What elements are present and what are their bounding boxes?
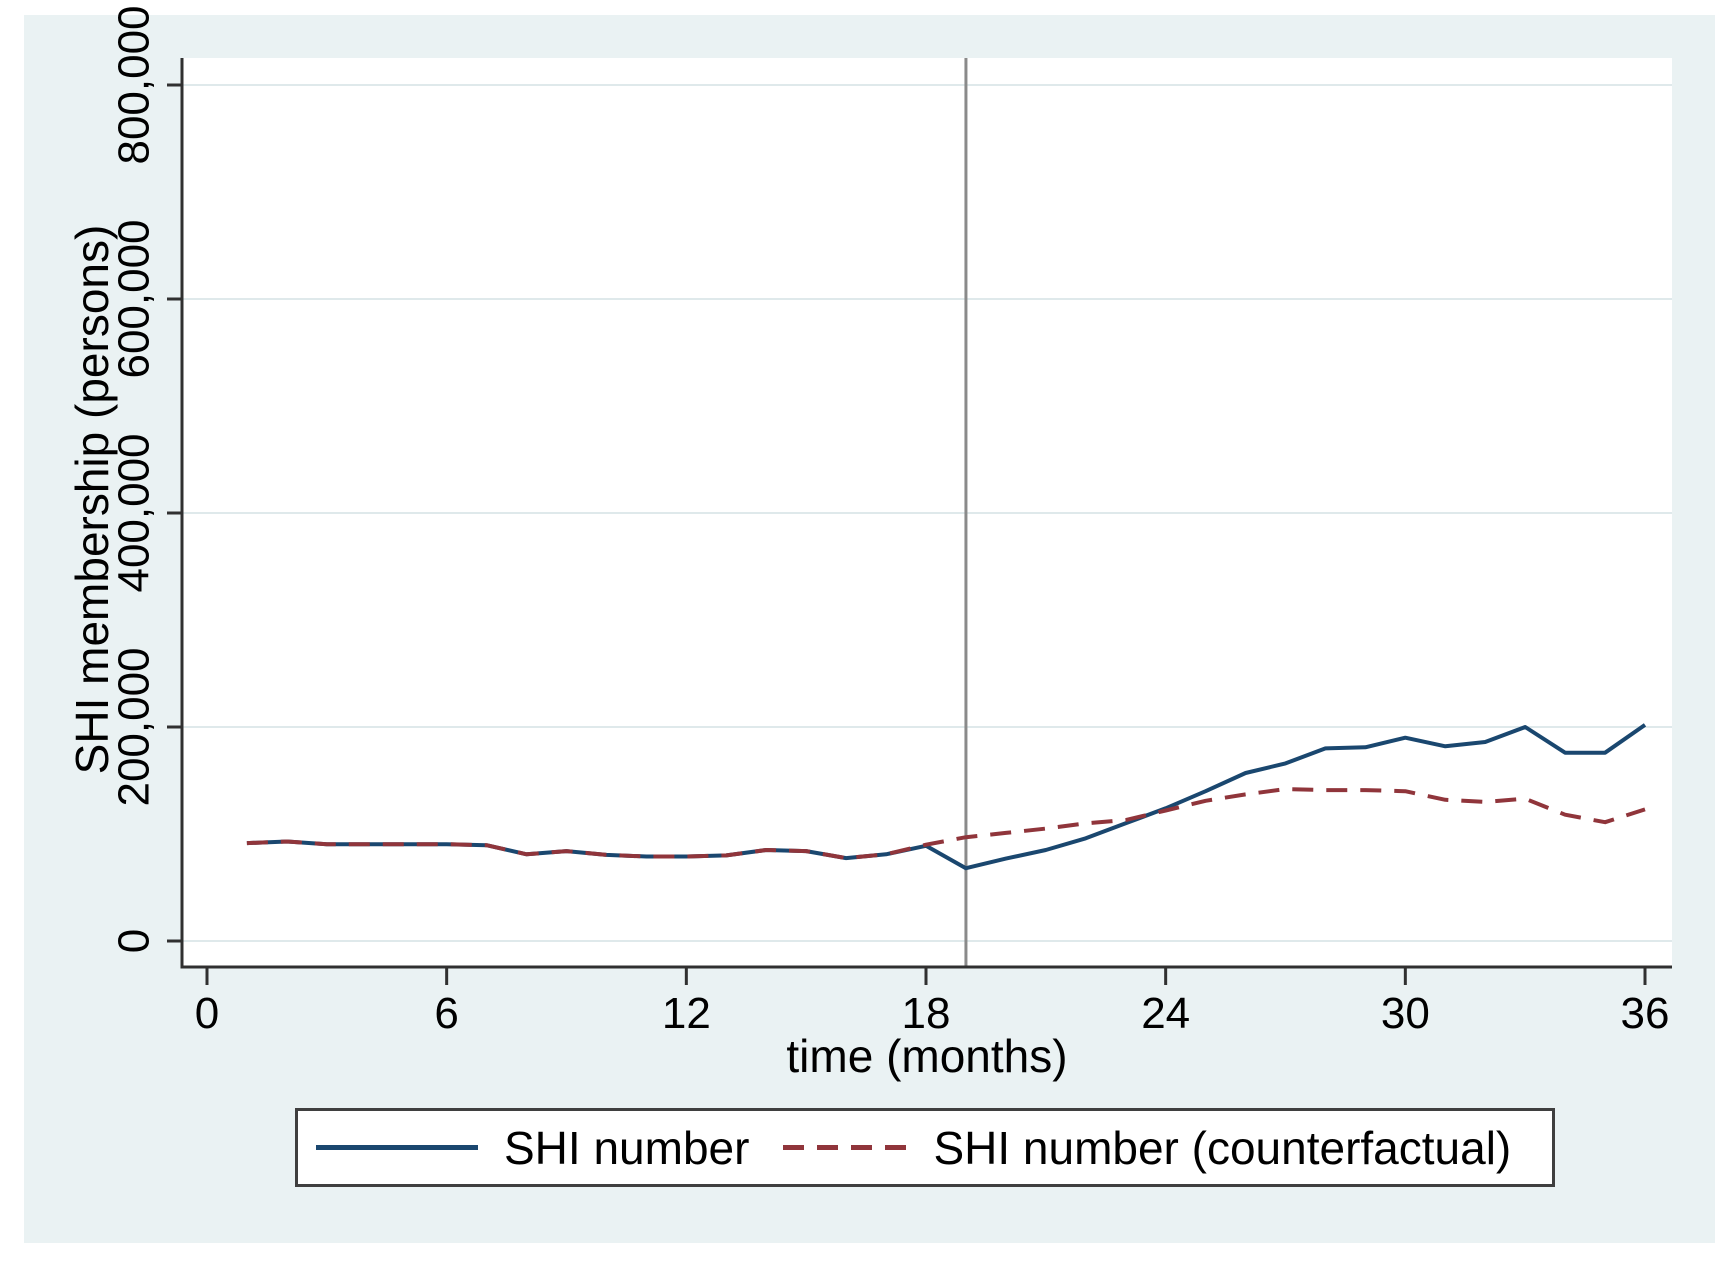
x-tick-label: 18 [902, 989, 951, 1038]
x-tick-label: 24 [1141, 989, 1190, 1038]
legend-item-counterfactual: SHI number (counterfactual) [783, 1121, 1511, 1175]
y-tick-label: 400,000 [110, 433, 159, 592]
x-tick-label: 12 [662, 989, 711, 1038]
x-tick-label: 0 [195, 989, 219, 1038]
x-tick-label: 6 [434, 989, 458, 1038]
legend-line-sample-solid [316, 1145, 478, 1150]
series-line-counterfactual [246, 787, 1646, 861]
legend-item-shi-number: SHI number [316, 1121, 749, 1175]
y-tick-label: 200,000 [110, 647, 159, 806]
x-tick-label: 30 [1381, 989, 1430, 1038]
x-axis-title: time (months) [786, 1030, 1067, 1082]
legend-label-counterfactual: SHI number (counterfactual) [933, 1121, 1512, 1174]
legend: SHI number SHI number (counterfactual) [295, 1108, 1555, 1187]
series-line-shi-number [246, 723, 1647, 871]
y-tick-label: 800,000 [110, 5, 159, 164]
y-tick-label: 0 [110, 929, 159, 953]
y-tick-label: 600,000 [110, 219, 159, 378]
x-tick-label: 36 [1621, 989, 1670, 1038]
legend-label-shi-number: SHI number [504, 1121, 750, 1174]
legend-line-sample-dashed [783, 1145, 908, 1150]
y-axis-title: SHI membership (persons) [66, 225, 118, 775]
